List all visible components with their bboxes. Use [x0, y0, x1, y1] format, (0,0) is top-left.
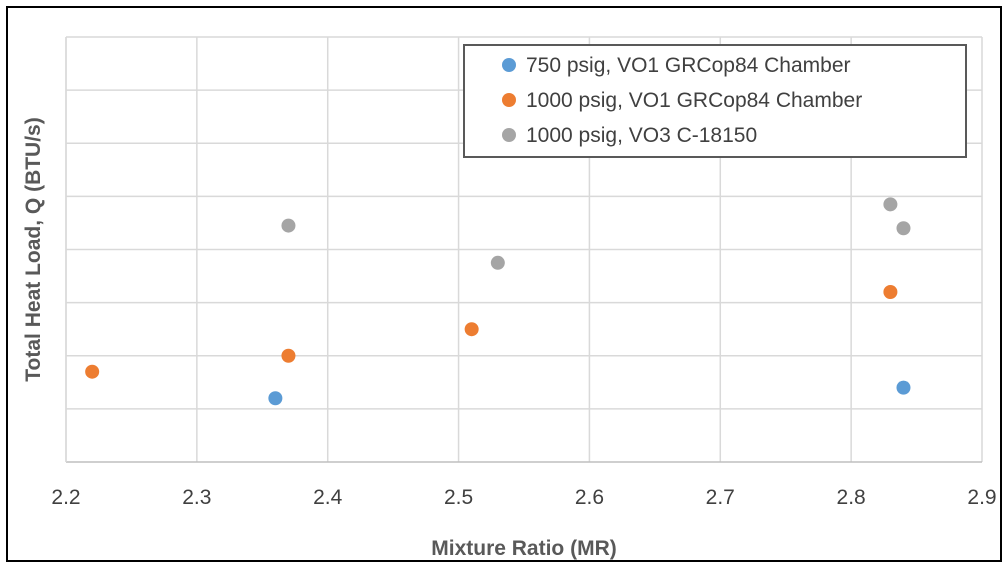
x-tick-label: 2.8 [837, 486, 866, 509]
legend-marker [502, 93, 516, 107]
legend-box [463, 44, 967, 158]
legend-label: 1000 psig, VO1 GRCop84 Chamber [526, 89, 862, 112]
data-point [281, 348, 296, 363]
legend-marker [502, 128, 516, 142]
x-tick-label: 2.3 [182, 486, 211, 509]
data-point [85, 364, 100, 379]
x-tick-label: 2.9 [967, 486, 996, 509]
data-point [896, 380, 911, 395]
x-tick-label: 2.7 [706, 486, 735, 509]
data-point [896, 221, 911, 236]
x-tick-label: 2.4 [313, 486, 343, 509]
y-axis-title: Total Heat Load, Q (BTU/s) [22, 117, 45, 381]
legend: 750 psig, VO1 GRCop84 Chamber 1000 psig, … [463, 44, 967, 158]
data-point [268, 391, 283, 406]
data-point [464, 322, 479, 337]
legend-marker [502, 58, 516, 72]
data-point [883, 197, 898, 212]
data-point [490, 255, 505, 270]
data-point [281, 218, 296, 233]
x-tick-label: 2.6 [575, 486, 604, 509]
legend-label: 1000 psig, VO3 C-18150 [526, 124, 757, 147]
data-point [883, 285, 898, 299]
x-tick-label: 2.5 [444, 486, 473, 509]
axes [65, 37, 982, 463]
legend-label: 750 psig, VO1 GRCop84 Chamber [526, 54, 851, 77]
data-points [85, 197, 911, 406]
x-axis-title: Mixture Ratio (MR) [431, 537, 617, 560]
x-tick-labels: 2.2 2.3 2.4 2.5 2.6 2.7 2.8 2.9 [51, 486, 996, 509]
x-tick-label: 2.2 [51, 486, 80, 509]
